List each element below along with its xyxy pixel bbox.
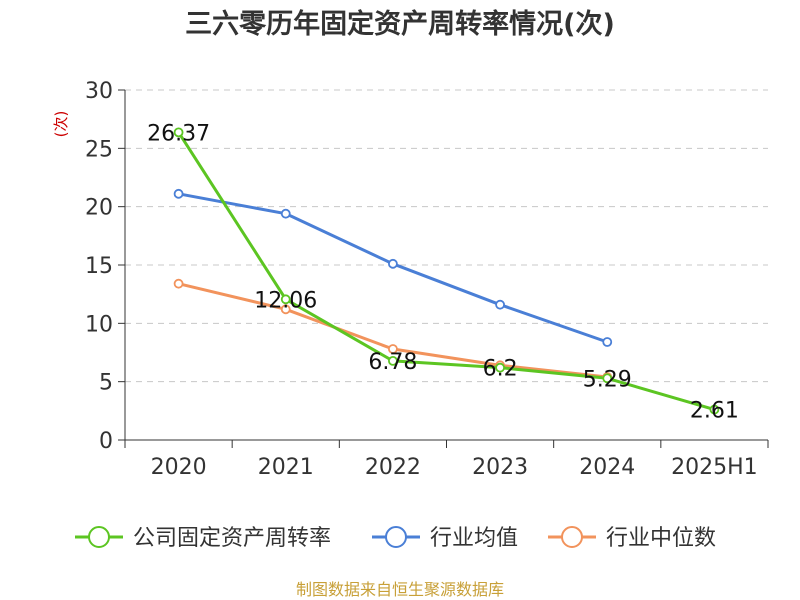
y-tick-label: 25 — [85, 137, 113, 162]
chart-title: 三六零历年固定资产周转率情况(次) — [185, 8, 615, 40]
data-label: 5.29 — [583, 367, 632, 392]
x-tick-label: 2022 — [365, 455, 421, 480]
data-point — [602, 337, 613, 347]
series-line — [177, 131, 715, 411]
data-point — [280, 208, 291, 219]
legend-marker — [88, 526, 110, 548]
footer-source: 制图数据来自恒生聚源数据库 — [296, 580, 504, 599]
series-lines — [177, 131, 715, 411]
data-label: 6.78 — [368, 350, 417, 375]
x-tick-labels: 2020 2021 2022 2023 2024 2025H1 — [151, 455, 758, 480]
axes — [118, 89, 769, 448]
y-axis-label: (次) — [52, 111, 70, 138]
y-tick-label: 5 — [99, 371, 113, 396]
grid-lines — [125, 89, 768, 383]
legend-item: 行业中位数 — [548, 526, 716, 551]
legend-item: 公司固定资产周转率 — [75, 526, 331, 551]
data-labels: 26.37 12.06 6.78 6.2 5.29 2.61 — [147, 121, 739, 423]
legend: 公司固定资产周转率 行业均值 行业中位数 — [75, 526, 716, 551]
y-tick-label: 15 — [85, 254, 113, 279]
x-tick-label: 2024 — [579, 455, 635, 480]
y-tick-label: 10 — [85, 312, 113, 337]
data-label: 26.37 — [147, 121, 210, 146]
x-tick-label: 2021 — [258, 455, 314, 480]
data-label: 2.61 — [690, 399, 739, 424]
series-points — [173, 127, 720, 415]
data-label: 12.06 — [254, 288, 317, 313]
data-point — [602, 373, 613, 384]
data-label: 6.2 — [483, 357, 518, 382]
data-point — [173, 278, 184, 289]
legend-marker — [385, 526, 407, 548]
legend-label: 公司固定资产周转率 — [133, 526, 331, 551]
x-tick-label: 2023 — [472, 455, 528, 480]
data-point — [495, 362, 505, 373]
y-tick-label: 0 — [99, 429, 113, 454]
data-point — [495, 299, 505, 310]
data-point — [388, 258, 398, 269]
data-point — [173, 188, 184, 199]
y-tick-label: 20 — [85, 196, 113, 221]
y-tick-label: 30 — [85, 79, 113, 104]
data-point — [388, 355, 398, 366]
legend-marker — [561, 526, 583, 548]
y-tick-labels: 0 5 10 15 20 25 30 — [85, 79, 113, 454]
x-tick-label: 2020 — [151, 455, 207, 480]
x-tick-label: 2025H1 — [671, 455, 758, 480]
data-point — [388, 344, 398, 354]
data-point — [280, 304, 291, 315]
data-point — [173, 127, 184, 138]
data-point — [280, 294, 291, 305]
legend-item: 行业均值 — [372, 526, 518, 551]
legend-label: 行业中位数 — [606, 526, 716, 551]
legend-label: 行业均值 — [430, 526, 518, 551]
data-point — [709, 404, 720, 415]
